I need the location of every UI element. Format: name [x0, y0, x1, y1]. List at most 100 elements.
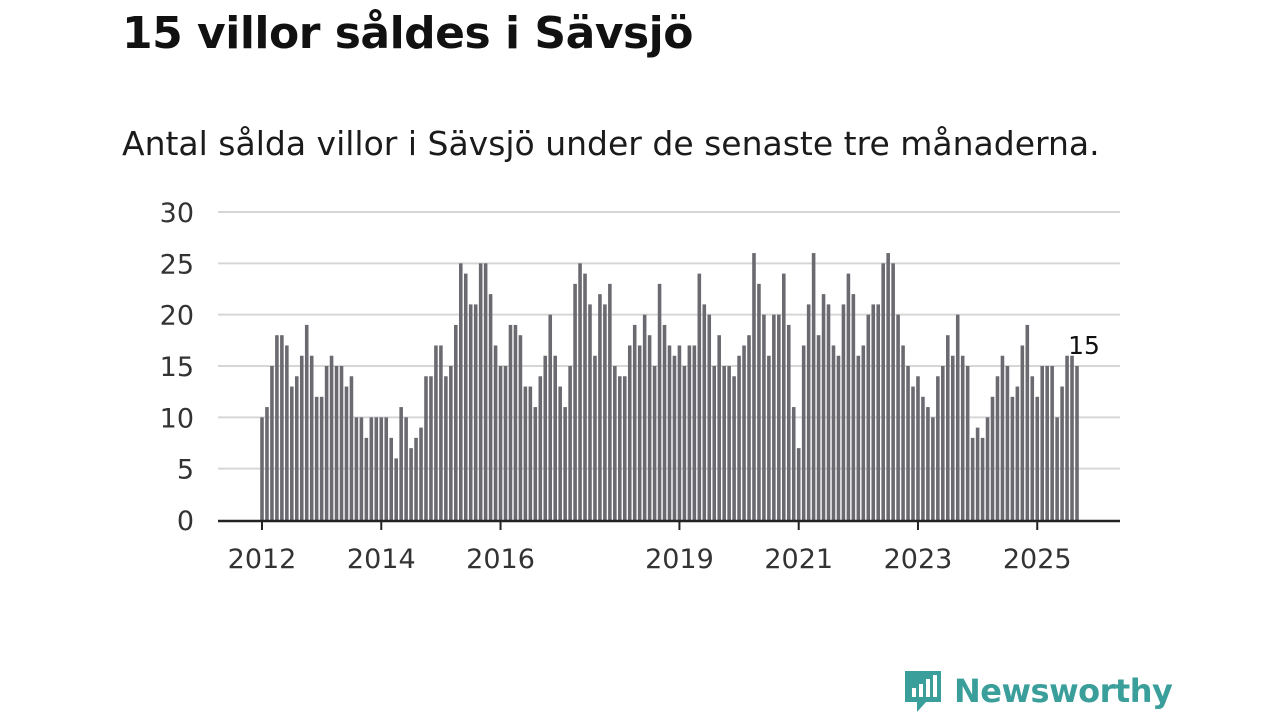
bar [603, 304, 607, 520]
bar [816, 335, 821, 520]
bar [955, 314, 960, 520]
bar [275, 335, 279, 520]
bar [702, 304, 707, 520]
bar [404, 417, 408, 520]
x-tick-label: 2012 [228, 544, 297, 575]
bar [861, 345, 866, 520]
bar [290, 386, 294, 520]
bar [677, 345, 682, 520]
bar [588, 304, 592, 520]
bar [304, 324, 309, 520]
bar [439, 345, 443, 520]
bar [876, 304, 881, 520]
bar [488, 294, 493, 520]
bar [463, 273, 468, 520]
bar [970, 437, 975, 520]
bar [593, 355, 597, 520]
bar [846, 273, 851, 520]
bar [652, 366, 657, 520]
brand-logo: Newsworthy [902, 668, 1173, 714]
bar [513, 324, 518, 520]
bar [329, 355, 334, 520]
bar [1040, 366, 1045, 520]
bar [901, 345, 905, 520]
bar [538, 376, 543, 520]
x-tick-label: 2021 [764, 544, 833, 575]
bar [931, 417, 935, 520]
bar [672, 355, 677, 520]
chart-title: 15 villor såldes i Sävsjö [122, 8, 694, 59]
bar [866, 314, 871, 520]
bar [622, 376, 627, 520]
bar [851, 294, 856, 520]
bar [473, 304, 478, 520]
bar [1055, 417, 1059, 520]
bar [1060, 386, 1064, 520]
bar [886, 253, 890, 521]
bar [642, 314, 647, 520]
bar [757, 283, 761, 520]
x-tick-label: 2014 [347, 544, 416, 575]
bar [1070, 355, 1074, 520]
bar [786, 324, 791, 520]
bar [826, 304, 831, 520]
bar [518, 335, 523, 520]
bar [657, 283, 662, 520]
bar [896, 314, 900, 520]
bar [364, 437, 369, 520]
bar [409, 448, 413, 520]
bar [374, 417, 379, 520]
y-tick-label: 5 [177, 455, 194, 486]
bar [747, 335, 751, 520]
bar [324, 366, 329, 520]
bar [1065, 355, 1069, 520]
bar [717, 335, 721, 520]
bar [384, 417, 389, 520]
bar [454, 324, 458, 520]
bar [811, 253, 816, 521]
bar [334, 366, 339, 520]
bar [707, 314, 712, 520]
bar [309, 355, 314, 520]
bar [1020, 345, 1025, 520]
y-tick-label: 15 [160, 352, 194, 383]
bar [752, 253, 756, 521]
bar [1000, 355, 1005, 520]
bar [821, 294, 826, 520]
bar [419, 427, 423, 520]
bar [434, 345, 438, 520]
bar [503, 366, 508, 520]
x-tick-label: 2023 [884, 544, 953, 575]
bar [985, 417, 990, 520]
bar [598, 294, 602, 520]
bar [458, 263, 463, 520]
bar [791, 407, 796, 520]
bar [1030, 376, 1035, 520]
bar [280, 335, 284, 520]
bar [270, 366, 274, 520]
bar [921, 396, 925, 520]
bar [936, 376, 940, 520]
bar [697, 273, 702, 520]
bar [1025, 324, 1030, 520]
bar [1005, 366, 1010, 520]
bar [394, 458, 398, 520]
bar [990, 396, 995, 520]
bar [722, 366, 726, 520]
bar [831, 345, 836, 520]
bar [911, 386, 915, 520]
bar [662, 324, 667, 520]
bar [891, 263, 895, 520]
bar [841, 304, 846, 520]
bar [881, 263, 885, 520]
x-tick-label: 2016 [466, 544, 535, 575]
bar [389, 437, 393, 520]
y-tick-label: 25 [160, 249, 194, 280]
bar [558, 386, 562, 520]
bar [782, 273, 786, 520]
bar [508, 324, 513, 520]
bar [647, 335, 652, 520]
bar [618, 376, 622, 520]
brand-name: Newsworthy [954, 672, 1173, 710]
x-tick-label: 2019 [645, 544, 714, 575]
